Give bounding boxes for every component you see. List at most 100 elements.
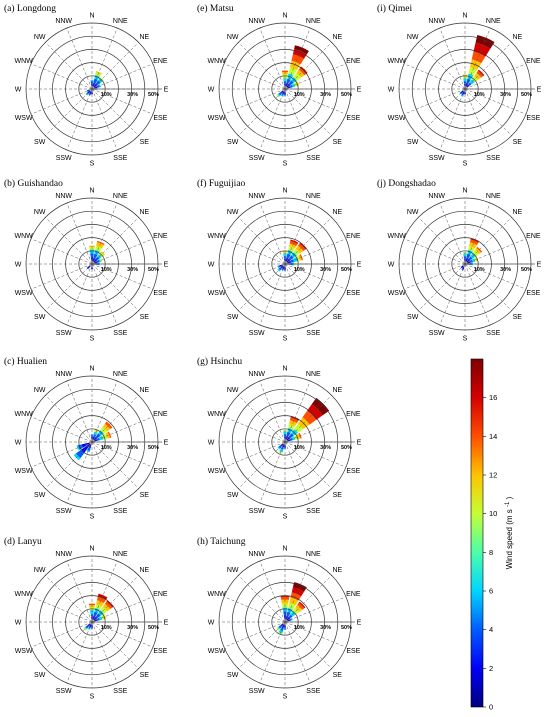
wind-rose-wedge bbox=[296, 81, 300, 87]
wind-rose-wedge bbox=[95, 619, 98, 622]
wind-rose-wedge bbox=[464, 83, 466, 86]
direction-label: SSW bbox=[56, 330, 72, 337]
direction-label: SSE bbox=[486, 155, 500, 162]
direction-label: N bbox=[282, 366, 287, 373]
wind-rose-wedge bbox=[277, 93, 281, 97]
grid-spoke bbox=[45, 441, 93, 489]
direction-label: SW bbox=[227, 139, 239, 146]
wind-rose-panel: (d) Lanyu N NNE NE ENE E ESE SE SSE S SSW SW WSW W WNW… bbox=[4, 536, 169, 701]
direction-label: S bbox=[463, 336, 468, 343]
panel-title: (e) Matsu bbox=[197, 3, 234, 14]
panel-title: (g) Hsinchu bbox=[197, 356, 242, 367]
grid-spoke bbox=[45, 263, 93, 311]
wind-rose-panel: (b) Guishandao N NNE NE ENE E ESE SE SSE S SSW SW WS… bbox=[4, 178, 169, 343]
wind-rose-wedge bbox=[292, 49, 307, 59]
wind-rose-panel: (f) Fuguijiao N NNE NE ENE E ESE SE SSE S SSW SW WSW… bbox=[197, 178, 362, 343]
wind-rose-wedge bbox=[292, 582, 307, 592]
grid-spoke bbox=[464, 263, 527, 290]
grid-spoke bbox=[284, 441, 311, 504]
grid-spoke bbox=[284, 395, 332, 443]
wind-rose-wedge bbox=[289, 243, 297, 249]
wind-rose-wedge bbox=[96, 596, 107, 604]
direction-label: WNW bbox=[207, 233, 226, 240]
grid-spoke bbox=[418, 217, 466, 265]
grid-spoke bbox=[259, 263, 286, 326]
direction-label: SE bbox=[333, 314, 343, 321]
direction-label: SSE bbox=[486, 330, 500, 337]
direction-label: ENE bbox=[346, 58, 361, 65]
wind-rose-panel: (c) Hualien N NNE NE ENE E ESE SE SSE S SSW SW WSW W W… bbox=[4, 356, 169, 521]
direction-label: ESE bbox=[153, 648, 167, 655]
direction-label: SE bbox=[140, 672, 150, 679]
direction-label: N bbox=[89, 188, 94, 195]
direction-label: ESE bbox=[346, 648, 360, 655]
direction-label: NNE bbox=[113, 193, 128, 200]
grid-spoke bbox=[259, 380, 286, 443]
grid-spoke bbox=[223, 263, 286, 290]
grid-spoke bbox=[284, 416, 347, 443]
wind-rose-wedge bbox=[87, 624, 90, 627]
direction-label: WNW bbox=[387, 233, 406, 240]
direction-label: N bbox=[462, 188, 467, 195]
direction-label: W bbox=[15, 620, 22, 627]
direction-label: NW bbox=[34, 387, 46, 394]
grid-spoke bbox=[439, 88, 466, 151]
wind-rose-wedge bbox=[89, 625, 92, 628]
panel-title: (f) Fuguijiao bbox=[197, 178, 246, 189]
wind-rose-wedge bbox=[296, 433, 301, 440]
direction-label: N bbox=[282, 188, 287, 195]
direction-label: NE bbox=[512, 34, 522, 41]
wind-rose-wedge bbox=[107, 431, 112, 438]
grid-spoke bbox=[284, 441, 347, 468]
direction-label: SSW bbox=[56, 155, 72, 162]
direction-label: NW bbox=[34, 567, 46, 574]
grid-spoke bbox=[284, 263, 347, 290]
direction-label: SSE bbox=[306, 330, 320, 337]
direction-label: NE bbox=[512, 209, 522, 216]
wind-rose-wedge bbox=[277, 626, 281, 630]
wind-rose-wedge bbox=[286, 611, 291, 617]
grid-spoke bbox=[464, 88, 527, 115]
percent-label: 50% bbox=[148, 445, 159, 451]
percent-label: 10% bbox=[101, 625, 112, 631]
percent-label: 50% bbox=[148, 267, 159, 273]
direction-label: E bbox=[537, 262, 542, 269]
direction-label: S bbox=[283, 336, 288, 343]
wind-rose-wedge bbox=[290, 592, 302, 601]
direction-label: N bbox=[282, 13, 287, 20]
direction-label: ENE bbox=[153, 411, 168, 418]
grid-spoke bbox=[284, 621, 347, 648]
wind-rose-wedge bbox=[288, 619, 291, 622]
direction-label: SSW bbox=[249, 155, 265, 162]
wind-rose-wedge bbox=[466, 253, 471, 259]
grid-spoke bbox=[91, 621, 118, 684]
wind-rose-wedge bbox=[283, 431, 287, 435]
direction-label: ENE bbox=[346, 233, 361, 240]
direction-label: N bbox=[282, 546, 287, 553]
direction-label: SE bbox=[513, 139, 523, 146]
wind-rose-wedge bbox=[276, 627, 280, 631]
grid-spoke bbox=[66, 27, 93, 90]
direction-label: NW bbox=[407, 209, 419, 216]
wind-rose-wedge bbox=[284, 92, 286, 95]
direction-label: SSE bbox=[113, 508, 127, 515]
grid-spoke bbox=[66, 621, 93, 684]
direction-label: ENE bbox=[346, 591, 361, 598]
direction-label: E bbox=[357, 87, 362, 94]
direction-label: SE bbox=[140, 492, 150, 499]
grid-spoke bbox=[284, 263, 332, 311]
colorbar-tick-label: 0 bbox=[489, 703, 493, 712]
grid-spoke bbox=[91, 575, 139, 623]
direction-label: ENE bbox=[153, 591, 168, 598]
wind-rose-wedge bbox=[284, 258, 286, 261]
percent-label: 30% bbox=[320, 267, 331, 273]
wind-rose-wedge bbox=[471, 258, 476, 263]
wind-rose-wedge bbox=[277, 446, 281, 450]
direction-label: SSE bbox=[113, 155, 127, 162]
grid-spoke bbox=[284, 217, 332, 265]
wind-rose-wedge bbox=[83, 627, 87, 631]
wind-rose-wedge bbox=[99, 258, 103, 262]
wind-rose-wedge bbox=[91, 91, 93, 93]
wind-rose-wedge bbox=[283, 78, 287, 82]
wind-rose-wedge bbox=[286, 78, 291, 84]
